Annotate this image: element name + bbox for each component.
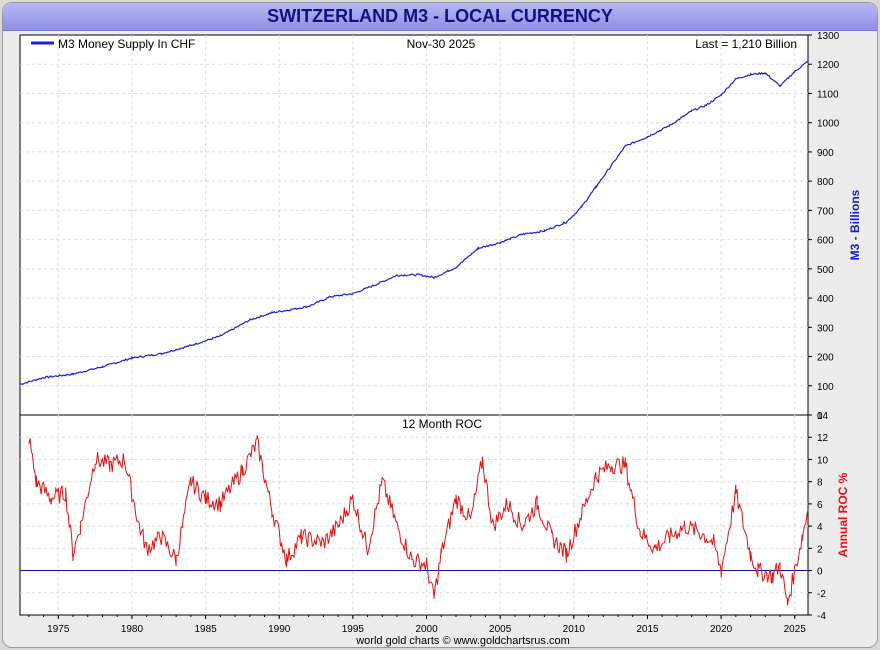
x-tick-label: 2025 (784, 624, 807, 635)
bottom-y-tick-label: 12 (817, 433, 829, 444)
title-bar: SWITZERLAND M3 - LOCAL CURRENCY (3, 3, 877, 31)
x-tick-label: 1995 (342, 624, 365, 635)
bottom-plot-area (19, 414, 809, 616)
x-axis: 1975 1980 1985 1990 1995 2000 2005 2010 2015 2020… (28, 615, 807, 635)
x-tick-label: 2005 (489, 624, 512, 635)
top-y-tick-label: 1300 (817, 31, 840, 42)
bottom-y-axis-title: Annual ROC % (836, 472, 850, 557)
top-y-axis-title: M3 - Billions (848, 189, 862, 260)
top-plot-area (19, 34, 809, 416)
x-tick-label: 1985 (194, 624, 217, 635)
last-value-label: Last = 1,210 Billion (695, 37, 797, 51)
date-label: Nov-30 2025 (407, 37, 476, 51)
legend-label: M3 Money Supply In CHF (58, 37, 195, 51)
top-y-tick-label: 800 (817, 177, 834, 188)
top-y-tick-label: 1100 (817, 89, 839, 100)
top-y-tick-label: 700 (817, 206, 834, 217)
x-tick-label: 1990 (268, 624, 291, 635)
top-y-tick-label: 600 (817, 236, 834, 247)
roc-series-line (28, 435, 809, 606)
top-y-tick-label: 200 (817, 353, 834, 364)
bottom-grid (20, 415, 808, 615)
bottom-y-tick-label: 0 (817, 567, 823, 578)
x-tick-label: 2010 (563, 624, 586, 635)
top-y-tick-label: 0 (817, 411, 823, 422)
footer-credit: world gold charts © www.goldchartsrus.co… (355, 635, 570, 647)
top-y-axis: 0 100 200 300 400 500 600 700 800 900 1000 1100 1200… (808, 31, 840, 422)
x-tick-label: 2020 (710, 624, 733, 635)
top-y-tick-label: 400 (817, 294, 834, 305)
roc-title: 12 Month ROC (402, 417, 482, 431)
bottom-y-tick-label: -2 (817, 589, 826, 600)
x-tick-label: 2000 (415, 624, 438, 635)
top-y-tick-label: 900 (817, 148, 834, 159)
bottom-y-tick-label: -4 (817, 611, 826, 622)
bottom-y-tick-label: 4 (817, 522, 823, 533)
bottom-y-tick-label: 14 (817, 411, 829, 422)
bottom-y-tick-label: 6 (817, 500, 823, 511)
x-tick-label: 2015 (636, 624, 659, 635)
m3-series-line (19, 60, 809, 385)
top-grid (20, 35, 808, 415)
bottom-y-axis: -4 -2 0 2 4 6 8 10 12 14 (808, 411, 829, 622)
bottom-y-tick-label: 10 (817, 455, 829, 466)
bottom-y-tick-label: 2 (817, 544, 823, 555)
x-tick-label: 1980 (121, 624, 144, 635)
chart-title: SWITZERLAND M3 - LOCAL CURRENCY (267, 6, 613, 26)
bottom-y-tick-label: 8 (817, 478, 823, 489)
top-y-tick-label: 1200 (817, 60, 840, 71)
top-y-tick-label: 500 (817, 265, 834, 276)
top-y-tick-label: 1000 (817, 119, 840, 130)
x-tick-label: 1975 (47, 624, 70, 635)
top-y-tick-label: 100 (817, 382, 834, 393)
top-y-tick-label: 300 (817, 323, 834, 334)
